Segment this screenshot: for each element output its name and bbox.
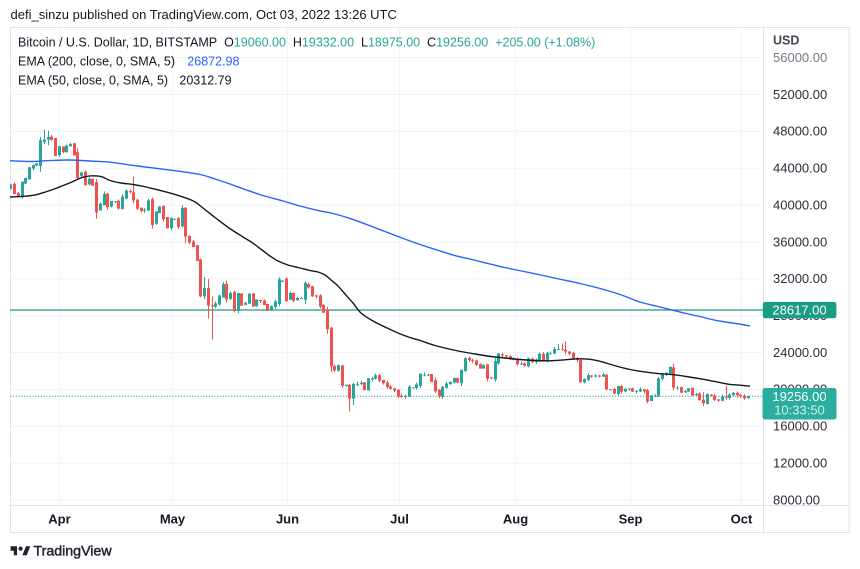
svg-text:12000.00: 12000.00 [773, 456, 827, 471]
svg-text:36000.00: 36000.00 [773, 234, 827, 249]
svg-text:26872.98: 26872.98 [187, 55, 239, 69]
svg-text:May: May [160, 512, 186, 527]
svg-text:28617.00: 28617.00 [772, 303, 826, 318]
svg-text:56000.00: 56000.00 [773, 50, 827, 65]
svg-text:Bitcoin / U.S. Dollar, 1D, BIT: Bitcoin / U.S. Dollar, 1D, BITSTAMP O190… [18, 36, 595, 50]
svg-text:16000.00: 16000.00 [773, 419, 827, 434]
svg-text:Oct: Oct [731, 512, 753, 527]
svg-text:52000.00: 52000.00 [773, 87, 827, 102]
svg-text:32000.00: 32000.00 [773, 271, 827, 286]
svg-text:44000.00: 44000.00 [773, 161, 827, 176]
svg-text:EMA (50, close, 0, SMA, 5): EMA (50, close, 0, SMA, 5) [18, 74, 168, 88]
svg-text:Apr: Apr [48, 512, 70, 527]
svg-text:TradingView: TradingView [34, 544, 113, 560]
svg-text:Sep: Sep [619, 512, 643, 527]
svg-text:Jun: Jun [276, 512, 299, 527]
svg-text:40000.00: 40000.00 [773, 197, 827, 212]
svg-text:Aug: Aug [503, 512, 528, 527]
svg-text:48000.00: 48000.00 [773, 124, 827, 139]
svg-text:8000.00: 8000.00 [773, 492, 820, 507]
svg-text:EMA (200, close, 0, SMA, 5): EMA (200, close, 0, SMA, 5) [18, 55, 175, 69]
svg-text:defi_sinzu published on Tradin: defi_sinzu published on TradingView.com,… [11, 7, 397, 22]
svg-text:Jul: Jul [390, 512, 409, 527]
svg-text:10:33:50: 10:33:50 [774, 403, 825, 418]
svg-text:20312.79: 20312.79 [179, 74, 231, 88]
svg-text:USD: USD [773, 34, 799, 48]
svg-text:24000.00: 24000.00 [773, 345, 827, 360]
svg-text:19256.00: 19256.00 [772, 389, 826, 404]
